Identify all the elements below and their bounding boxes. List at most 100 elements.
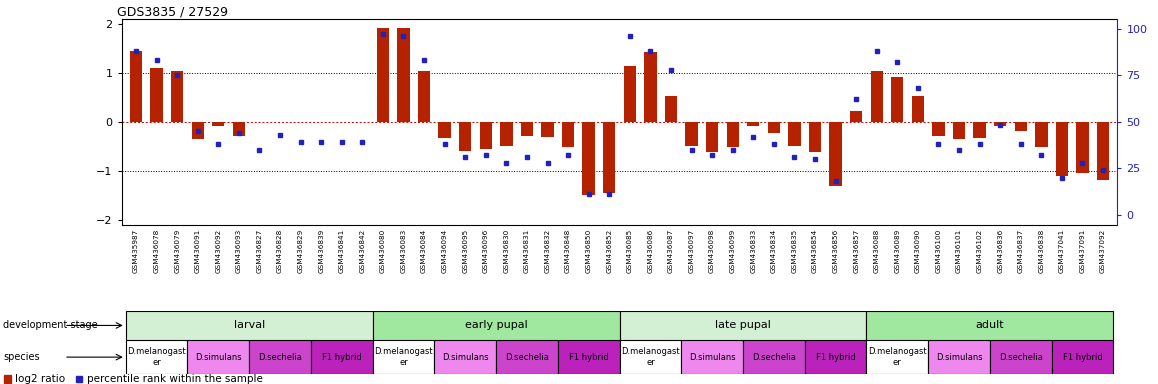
Text: GSM436827: GSM436827	[256, 229, 263, 273]
Bar	[439, 122, 450, 137]
Bar	[805, 340, 866, 374]
Text: GSM436834: GSM436834	[771, 229, 777, 273]
Bar	[808, 122, 821, 152]
Bar	[686, 122, 698, 146]
Bar	[582, 122, 595, 195]
Bar	[562, 122, 574, 147]
Text: late pupal: late pupal	[714, 320, 771, 331]
Bar	[871, 71, 882, 122]
Text: GSM435987: GSM435987	[133, 229, 139, 273]
Text: GSM436087: GSM436087	[668, 229, 674, 273]
Text: D.melanogast
er: D.melanogast er	[621, 348, 680, 367]
Bar	[911, 96, 924, 122]
Bar	[1056, 122, 1068, 176]
Text: GSM436083: GSM436083	[401, 229, 406, 273]
Text: GSM436833: GSM436833	[750, 229, 756, 273]
Text: GSM436830: GSM436830	[504, 229, 510, 273]
Bar	[665, 96, 677, 122]
Bar	[620, 311, 866, 340]
Bar	[233, 122, 245, 136]
Bar	[726, 122, 739, 147]
Bar	[521, 122, 533, 136]
Text: D.melanogast
er: D.melanogast er	[127, 348, 186, 367]
Text: species: species	[3, 352, 41, 362]
Text: F1 hybrid: F1 hybrid	[815, 353, 856, 362]
Bar	[1014, 122, 1027, 131]
Text: GSM436096: GSM436096	[483, 229, 489, 273]
Bar	[932, 122, 945, 136]
Text: GSM436093: GSM436093	[236, 229, 242, 273]
Bar	[126, 340, 188, 374]
Text: GSM436100: GSM436100	[936, 229, 941, 273]
Bar	[1035, 122, 1048, 147]
Text: D.melanogast
er: D.melanogast er	[374, 348, 433, 367]
Text: GSM436079: GSM436079	[174, 229, 181, 273]
Text: GSM436841: GSM436841	[339, 229, 345, 273]
Text: F1 hybrid: F1 hybrid	[322, 353, 361, 362]
Bar	[681, 340, 743, 374]
Text: D.sechelia: D.sechelia	[505, 353, 549, 362]
Bar	[747, 122, 760, 126]
Bar	[558, 340, 620, 374]
Bar	[373, 311, 620, 340]
Bar	[188, 340, 249, 374]
Bar	[376, 28, 389, 122]
Bar	[866, 311, 1113, 340]
Text: GSM436848: GSM436848	[565, 229, 571, 273]
Text: GSM436090: GSM436090	[915, 229, 921, 273]
Text: D.melanogast
er: D.melanogast er	[868, 348, 926, 367]
Bar	[768, 122, 780, 133]
Bar	[706, 122, 718, 152]
Bar	[644, 53, 657, 122]
Text: D.simulans: D.simulans	[195, 353, 242, 362]
Bar	[743, 340, 805, 374]
Bar	[418, 71, 431, 122]
Bar	[373, 340, 434, 374]
Text: GSM436852: GSM436852	[607, 229, 613, 273]
Text: GSM436857: GSM436857	[853, 229, 859, 273]
Bar	[151, 68, 163, 122]
Text: GSM436837: GSM436837	[1018, 229, 1024, 273]
Bar	[126, 311, 373, 340]
Bar	[459, 122, 471, 151]
Text: GSM437092: GSM437092	[1100, 229, 1106, 273]
Text: D.simulans: D.simulans	[936, 353, 982, 362]
Text: larval: larval	[234, 320, 265, 331]
Text: GSM436097: GSM436097	[689, 229, 695, 273]
Text: GSM436099: GSM436099	[730, 229, 735, 273]
Bar	[249, 340, 310, 374]
Bar	[397, 28, 410, 122]
Bar	[171, 71, 183, 122]
Bar	[829, 122, 842, 187]
Text: GSM436086: GSM436086	[647, 229, 653, 273]
Text: D.simulans: D.simulans	[442, 353, 489, 362]
Bar	[603, 122, 615, 193]
Bar	[434, 340, 496, 374]
Text: GSM436095: GSM436095	[462, 229, 468, 273]
Bar	[624, 66, 636, 122]
Text: D.sechelia: D.sechelia	[258, 353, 302, 362]
Text: GSM436835: GSM436835	[791, 229, 798, 273]
Text: GSM436091: GSM436091	[195, 229, 200, 273]
Text: D.simulans: D.simulans	[689, 353, 735, 362]
Bar	[1076, 122, 1089, 173]
Text: early pupal: early pupal	[464, 320, 527, 331]
Bar	[1097, 122, 1109, 180]
Bar	[866, 340, 929, 374]
Bar	[500, 122, 513, 146]
Text: GSM436094: GSM436094	[441, 229, 448, 273]
Text: GSM436080: GSM436080	[380, 229, 386, 273]
Text: GDS3835 / 27529: GDS3835 / 27529	[117, 5, 228, 18]
Text: GSM436092: GSM436092	[215, 229, 221, 273]
Bar	[541, 122, 554, 137]
Text: GSM436101: GSM436101	[957, 229, 962, 273]
Text: GSM436102: GSM436102	[976, 229, 983, 273]
Text: percentile rank within the sample: percentile rank within the sample	[87, 374, 263, 384]
Bar	[479, 122, 492, 149]
Text: GSM436098: GSM436098	[709, 229, 716, 273]
Text: GSM436085: GSM436085	[626, 229, 632, 273]
Bar	[496, 340, 558, 374]
Text: GSM436850: GSM436850	[586, 229, 592, 273]
Text: GSM436084: GSM436084	[422, 229, 427, 273]
Bar	[929, 340, 990, 374]
